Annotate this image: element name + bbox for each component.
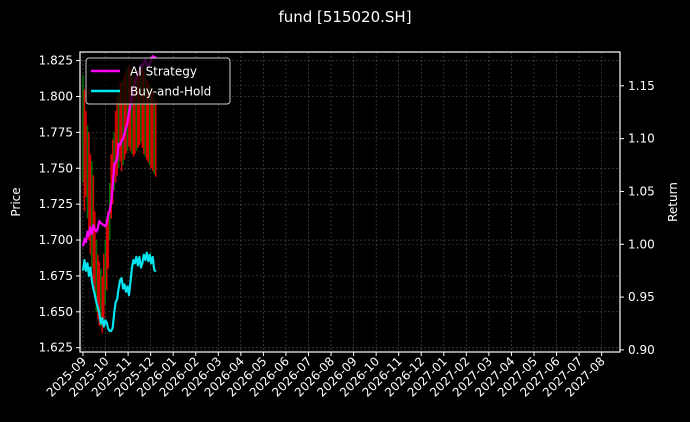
y-axis-label-right: Return bbox=[666, 182, 680, 222]
legend: AI Strategy Buy-and-Hold bbox=[85, 57, 231, 105]
y-right-tick-label: 1.15 bbox=[628, 79, 655, 93]
y-right-tick-label: 1.00 bbox=[628, 237, 655, 251]
plot-frame bbox=[79, 51, 621, 353]
y-tick-label: 1.750 bbox=[39, 161, 73, 175]
y-tick-label: 1.675 bbox=[39, 269, 73, 283]
y-tick-label: 1.775 bbox=[39, 125, 73, 139]
y-tick-label: 1.625 bbox=[39, 341, 73, 355]
y-right-tick-label: 0.95 bbox=[628, 290, 655, 304]
y-right-tick-label: 1.10 bbox=[628, 132, 655, 146]
y-axis-label-left: Price bbox=[9, 187, 23, 216]
right-y-axis: 0.90 0.95 1.00 1.05 1.10 1.15 bbox=[620, 79, 655, 357]
series-line bbox=[81, 251, 157, 332]
x-axis: 2025-092025-102025-112025-122026-012026-… bbox=[44, 352, 608, 400]
y-tick-label: 1.700 bbox=[39, 233, 73, 247]
legend-label: Buy-and-Hold bbox=[130, 85, 211, 99]
y-right-tick-label: 1.05 bbox=[628, 184, 655, 198]
legend-label: AI Strategy bbox=[130, 65, 197, 79]
y-tick-label: 1.825 bbox=[39, 54, 73, 68]
chart-title: fund [515020.SH] bbox=[278, 8, 412, 26]
left-y-axis: 1.625 1.650 1.675 1.700 1.725 1.750 1.775 1.800… bbox=[39, 54, 80, 355]
y-tick-label: 1.650 bbox=[39, 305, 73, 319]
y-tick-label: 1.800 bbox=[39, 89, 73, 103]
y-right-tick-label: 0.90 bbox=[628, 343, 655, 357]
y-tick-label: 1.725 bbox=[39, 197, 73, 211]
